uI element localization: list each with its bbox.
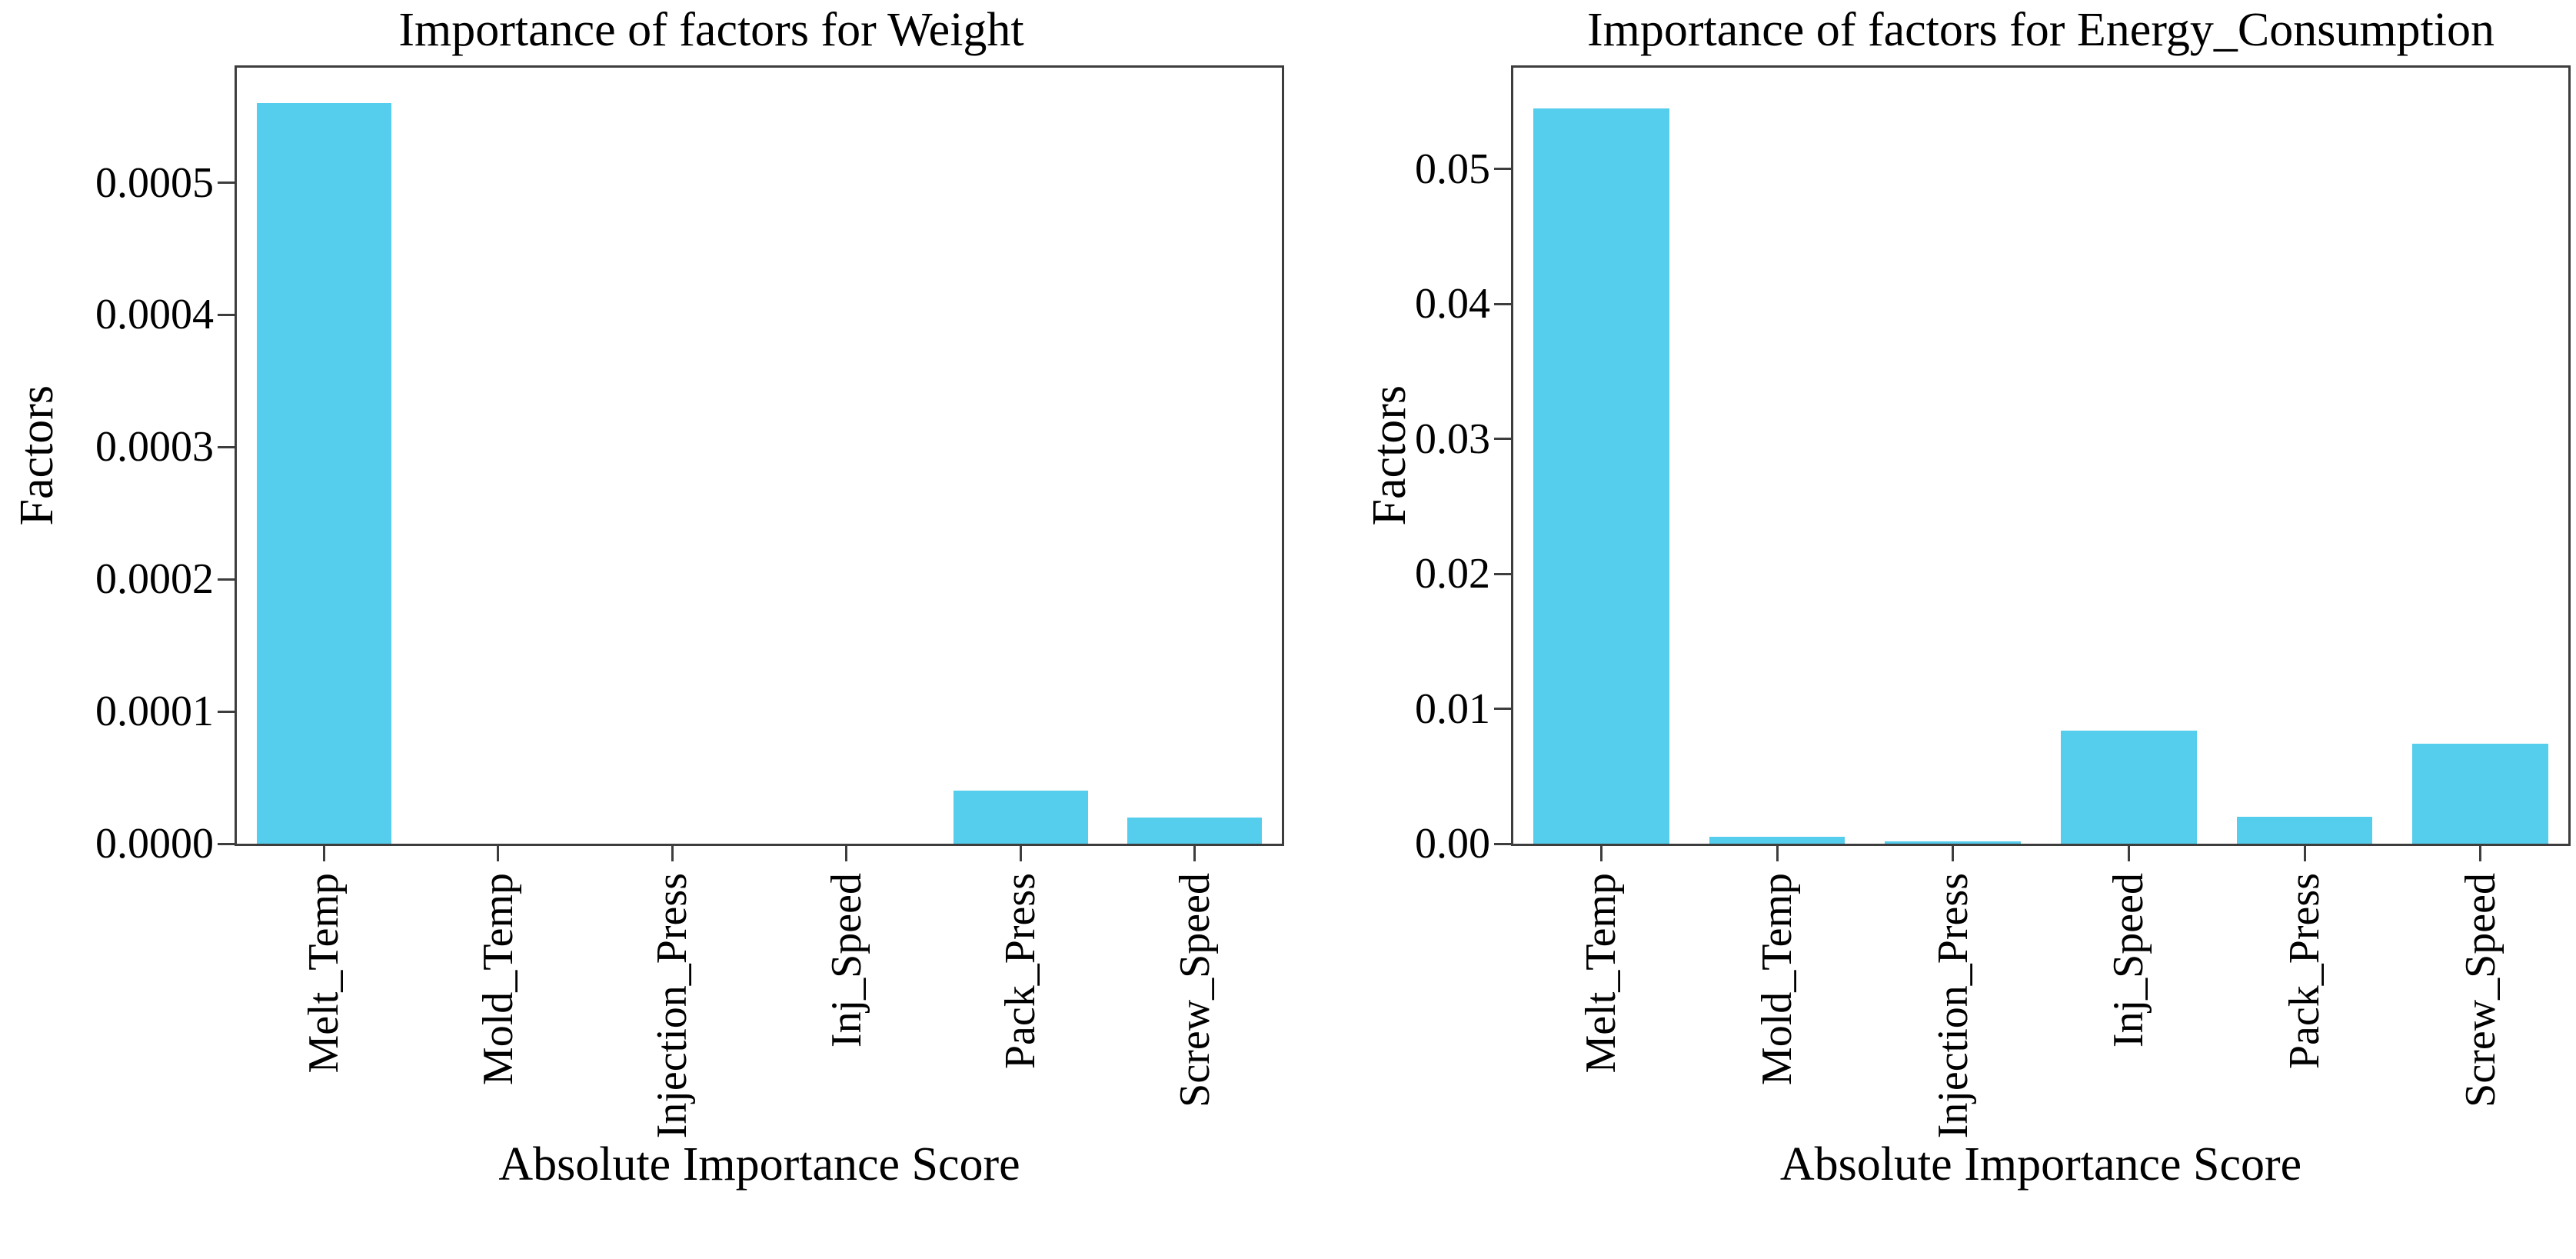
plot-area: 0.0000 0.0001 0.0002 0.0003 0.0004 0.0005 Melt… (95, 65, 1284, 1138)
plot-area: 0.00 0.01 0.02 0.03 0.04 0.05 Melt_Temp Mold_Te… (1415, 65, 2571, 1138)
x-tick-mark (1019, 846, 1022, 861)
x-tick-mark (2303, 846, 2306, 861)
y-tick-mark (218, 710, 235, 713)
y-axis-label-wrap: Factors (1359, 65, 1420, 846)
y-tick-label: 0.0003 (95, 423, 214, 471)
bar-inj-speed (2060, 730, 2197, 844)
chart-energy-consumption: Importance of factors for Energy_Consump… (1288, 0, 2576, 1259)
y-axis-label: Factors (10, 385, 63, 526)
x-tick-mark (2127, 846, 2130, 861)
y-tick-mark (218, 445, 235, 448)
x-tick-mark (1193, 846, 1196, 861)
x-tick-mark (2479, 846, 2482, 861)
y-tick-label: 0.0005 (95, 158, 214, 207)
x-tick-mark (1776, 846, 1779, 861)
x-tick-label: Injection_Press (1929, 873, 1977, 1139)
y-tick-label: 0.0002 (95, 555, 214, 604)
bar-screw-speed (2412, 744, 2549, 844)
y-tick-label: 0.01 (1415, 684, 1490, 733)
x-axis-label: Absolute Importance Score (1779, 1138, 2302, 1191)
bar-melt-temp (1533, 108, 1669, 844)
y-tick-label: 0.05 (1415, 145, 1490, 193)
y-axis-label: Factors (1363, 385, 1416, 526)
y-tick-mark (218, 578, 235, 581)
x-tick-label: Mold_Temp (1753, 873, 1801, 1086)
y-tick-mark (218, 182, 235, 185)
y-axis-label-wrap: Factors (6, 65, 68, 846)
bar-mold-temp (1709, 837, 1845, 844)
chart-title: Importance of factors for Energy_Consump… (1587, 4, 2494, 56)
y-tick-label: 0.02 (1415, 550, 1490, 598)
y-tick-mark (1494, 302, 1511, 305)
y-tick-label: 0.0004 (95, 291, 214, 339)
bar-pack-press (2236, 816, 2373, 844)
x-tick-mark (497, 846, 500, 861)
x-tick-label: Pack_Press (2281, 873, 2328, 1070)
y-tick-mark (218, 313, 235, 316)
x-tick-label: Inj_Speed (2105, 873, 2153, 1048)
y-tick-mark (1494, 708, 1511, 711)
y-tick-label: 0.00 (1415, 820, 1490, 868)
x-tick-mark (845, 846, 848, 861)
y-tick-mark (1494, 168, 1511, 171)
y-tick-mark (218, 842, 235, 845)
y-tick-mark (1494, 438, 1511, 441)
y-tick-mark (1494, 572, 1511, 575)
x-tick-label: Mold_Temp (474, 873, 522, 1086)
x-tick-label: Pack_Press (997, 873, 1045, 1070)
bar-pack-press (953, 791, 1088, 844)
bar-melt-temp (256, 103, 391, 844)
x-tick-label: Melt_Temp (300, 873, 348, 1074)
y-tick-label: 0.04 (1415, 280, 1490, 328)
x-tick-label: Screw_Speed (2456, 873, 2504, 1107)
x-tick-label: Screw_Speed (1170, 873, 1219, 1107)
chart-weight: Importance of factors for Weight Factors… (6, 4, 1284, 1191)
y-tick-mark (1494, 842, 1511, 845)
x-tick-mark (322, 846, 325, 861)
bar-screw-speed (1127, 817, 1263, 844)
x-axis-label: Absolute Importance Score (498, 1138, 1020, 1191)
y-tick-label: 0.0000 (95, 820, 214, 868)
bar-injection-press (1885, 841, 2022, 844)
chart-title: Importance of factors for Weight (398, 4, 1024, 56)
x-tick-label: Melt_Temp (1577, 873, 1626, 1074)
x-tick-mark (1599, 846, 1603, 861)
x-tick-mark (671, 846, 674, 861)
y-tick-label: 0.03 (1415, 415, 1490, 463)
x-tick-mark (1952, 846, 1955, 861)
x-tick-label: Injection_Press (648, 873, 697, 1139)
y-tick-label: 0.0001 (95, 688, 214, 736)
x-tick-label: Inj_Speed (822, 873, 870, 1048)
